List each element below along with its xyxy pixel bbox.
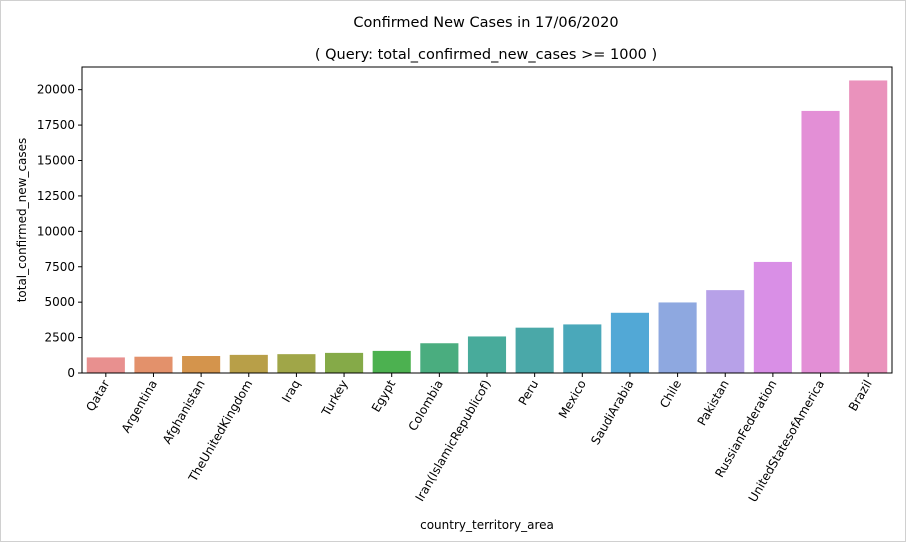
bars-group [86, 80, 888, 374]
bar-SaudiArabia [610, 312, 649, 373]
bar-RussianFederation [753, 261, 792, 373]
bar-Mexico [563, 324, 602, 373]
x-tick-label: SaudiArabia [588, 378, 636, 448]
x-tick-label: Qatar [83, 377, 112, 413]
x-tick-label: Afghanistan [160, 378, 208, 447]
y-tick-label: 7500 [44, 260, 75, 274]
y-tick-label: 0 [67, 366, 75, 380]
y-tick-label: 10000 [37, 224, 75, 238]
x-tick-label: Turkey [319, 378, 351, 420]
x-tick-label: Peru [516, 378, 541, 408]
y-tick-label: 15000 [37, 154, 75, 168]
y-tick-label: 2500 [44, 331, 75, 345]
x-tick-label: Chile [657, 378, 684, 411]
x-axis: Qatar Argentina AfghanistanTheUnitedKingdo… [83, 373, 875, 504]
bar-Egypt [372, 350, 411, 373]
bar-TheUnitedKingdom [229, 354, 268, 373]
bar-UnitedStatesofAmerica [801, 110, 840, 374]
bar-Turkey [325, 352, 364, 373]
bar-Brazil [849, 80, 888, 374]
chart-subtitle: ( Query: total_confirmed_new_cases >= 10… [315, 47, 657, 63]
x-axis-label: country_territory_area [420, 518, 554, 532]
bar-Iran(IslamicRepublicof) [467, 336, 507, 373]
y-tick-label: 17500 [37, 118, 75, 132]
bar-Colombia [420, 343, 459, 373]
bar-Qatar [86, 357, 125, 373]
y-axis: 0 2500 5000 7500 10000 12500 15000 17500 20000 [37, 83, 82, 380]
bar-Afghanistan [182, 356, 221, 373]
y-tick-label: 5000 [44, 295, 75, 309]
x-tick-label: Brazil [846, 378, 875, 414]
bar-Pakistan [706, 290, 745, 374]
bar-Argentina [134, 356, 173, 373]
x-tick-label: Argentina [119, 378, 160, 436]
x-tick-label: Colombia [406, 378, 446, 434]
bar-Chile [658, 302, 697, 373]
plot-frame [81, 66, 893, 374]
bar-Iraq [277, 354, 316, 373]
x-tick-label: Pakistan [695, 378, 732, 429]
y-tick-label: 12500 [37, 189, 75, 203]
x-tick-label: Egypt [369, 377, 399, 414]
y-tick-label: 20000 [37, 83, 75, 97]
bar-Peru [515, 327, 554, 373]
chart-title: Confirmed New Cases in 17/06/2020 [353, 15, 618, 31]
x-tick-label: Iraq [279, 378, 303, 405]
y-axis-label: total_confirmed_new_cases [15, 138, 29, 303]
x-tick-label: Mexico [556, 378, 589, 421]
